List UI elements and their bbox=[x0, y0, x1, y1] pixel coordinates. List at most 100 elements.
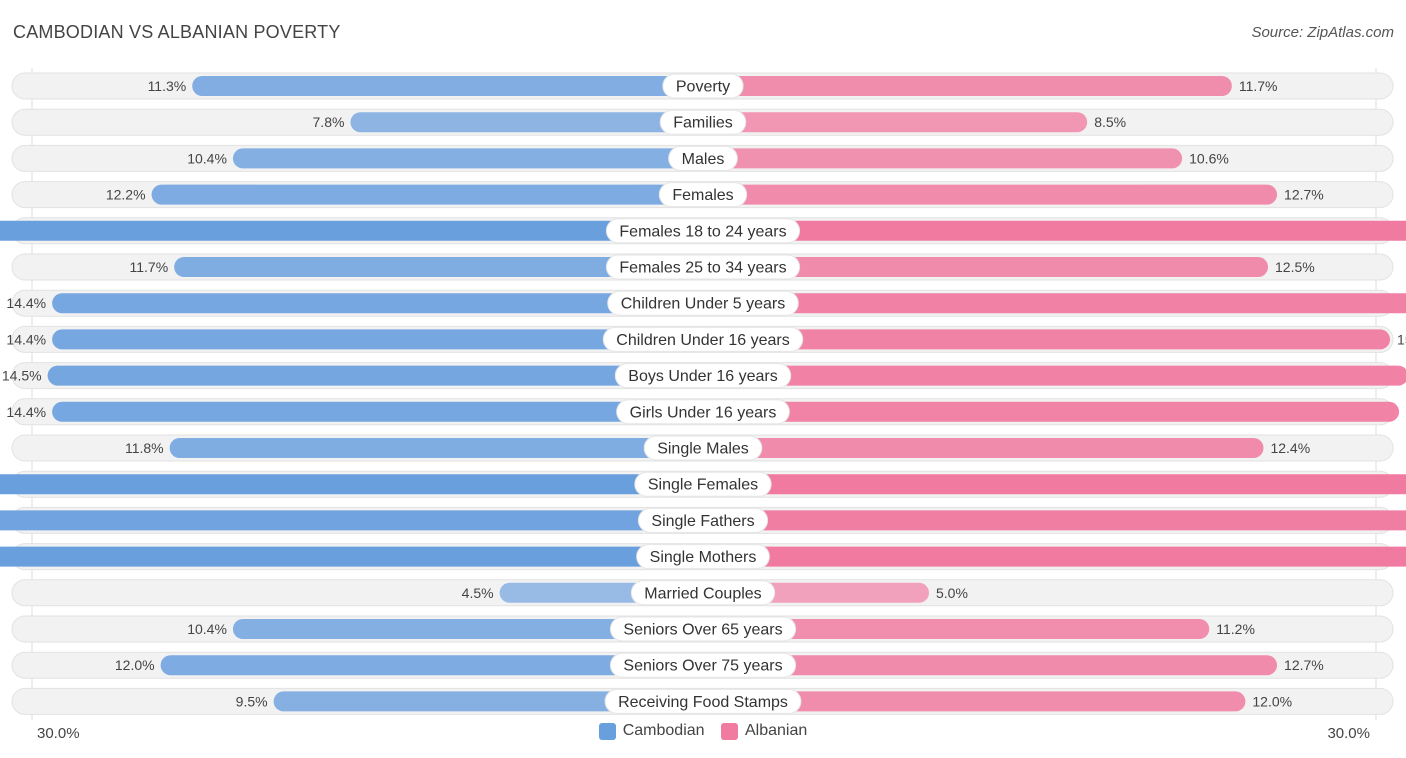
chart-area: 11.3% 11.7% Poverty 7.8% 8.5% Families 10.4% 10… bbox=[0, 68, 1406, 720]
category-label: Single Males bbox=[657, 441, 749, 458]
value-label-albanian: 10.6% bbox=[1189, 150, 1229, 166]
bar-albanian bbox=[703, 184, 1278, 205]
category-pill bbox=[668, 145, 738, 171]
category-pill bbox=[609, 616, 797, 642]
axis-right-label: 30.0% bbox=[1327, 725, 1370, 742]
category-label: Receiving Food Stamps bbox=[618, 694, 788, 711]
legend-label-cambodian: Cambodian bbox=[622, 722, 705, 739]
value-label-cambodian: 12.0% bbox=[115, 657, 155, 673]
category-label: Single Females bbox=[648, 477, 758, 494]
bar-cambodian bbox=[232, 148, 704, 169]
bar-cambodian bbox=[52, 329, 704, 350]
category-pill bbox=[630, 580, 776, 606]
bar-albanian bbox=[703, 76, 1232, 96]
bar-cambodian bbox=[47, 365, 704, 386]
category-label: Females 25 to 34 years bbox=[619, 260, 786, 277]
category-pill bbox=[602, 326, 804, 352]
category-pill bbox=[662, 73, 744, 99]
value-label-cambodian: 14.4% bbox=[6, 295, 46, 311]
bar-albanian bbox=[703, 329, 1391, 350]
bar-albanian bbox=[703, 474, 1406, 495]
legend-item-cambodian[interactable]: Cambodian bbox=[598, 722, 705, 740]
value-label-cambodian: 9.5% bbox=[236, 693, 268, 709]
value-label-cambodian: 11.3% bbox=[148, 78, 187, 94]
value-label-albanian: 12.0% bbox=[1252, 693, 1292, 709]
legend-label-albanian: Albanian bbox=[745, 722, 808, 739]
value-label-albanian: 11.7% bbox=[1239, 78, 1278, 94]
value-label-cambodian: 12.2% bbox=[106, 187, 146, 203]
category-pill bbox=[605, 218, 801, 244]
value-label-cambodian: 14.4% bbox=[6, 331, 46, 347]
category-pill bbox=[604, 688, 802, 714]
value-label-albanian: 15.2% bbox=[1397, 331, 1406, 347]
chart-source: Source: ZipAtlas.com bbox=[1251, 24, 1394, 41]
category-label: Seniors Over 75 years bbox=[623, 658, 782, 675]
legend: Cambodian Albanian bbox=[0, 722, 1406, 745]
chart-title: CAMBODIAN VS ALBANIAN POVERTY bbox=[13, 22, 341, 42]
category-label: Boys Under 16 years bbox=[628, 368, 777, 385]
bar-albanian bbox=[703, 148, 1183, 169]
category-label: Poverty bbox=[676, 79, 730, 96]
bar-albanian bbox=[703, 546, 1406, 567]
legend-swatch-cambodian bbox=[598, 722, 616, 740]
legend-item-albanian[interactable]: Albanian bbox=[721, 722, 807, 740]
category-label: Seniors Over 65 years bbox=[623, 622, 782, 639]
category-pill bbox=[659, 109, 747, 135]
bar-albanian bbox=[703, 220, 1406, 241]
value-label-albanian: 5.0% bbox=[936, 585, 968, 601]
bar-cambodian bbox=[169, 438, 703, 458]
bar-cambodian bbox=[0, 474, 703, 495]
category-pill bbox=[636, 544, 770, 570]
category-label: Males bbox=[682, 151, 725, 168]
value-label-cambodian: 10.4% bbox=[187, 621, 227, 637]
value-label-cambodian: 4.5% bbox=[462, 585, 494, 601]
category-pill bbox=[634, 471, 772, 497]
value-label-cambodian: 10.4% bbox=[187, 150, 227, 166]
bar-cambodian bbox=[0, 546, 703, 567]
category-pill bbox=[614, 363, 792, 389]
bar-albanian bbox=[703, 401, 1400, 422]
value-label-cambodian: 14.4% bbox=[6, 404, 46, 420]
category-pill bbox=[607, 290, 799, 316]
value-label-cambodian: 14.5% bbox=[2, 368, 42, 384]
axis-left-label: 30.0% bbox=[37, 725, 80, 742]
bar-cambodian bbox=[232, 619, 704, 639]
value-label-albanian: 12.4% bbox=[1270, 440, 1310, 456]
category-pill bbox=[616, 399, 790, 425]
value-label-cambodian: 7.8% bbox=[313, 114, 345, 130]
category-label: Single Mothers bbox=[650, 549, 757, 566]
value-label-albanian: 11.2% bbox=[1216, 621, 1255, 637]
bar-cambodian bbox=[192, 76, 704, 96]
category-label: Females bbox=[672, 187, 733, 204]
category-label: Children Under 5 years bbox=[621, 296, 786, 313]
bar-cambodian bbox=[52, 401, 704, 422]
category-label: Single Fathers bbox=[651, 513, 754, 530]
category-pill bbox=[637, 507, 769, 533]
bar-cambodian bbox=[174, 257, 703, 277]
legend-swatch-albanian bbox=[721, 722, 738, 740]
bar-albanian bbox=[703, 510, 1406, 531]
bar-cambodian bbox=[52, 293, 704, 314]
category-label: Married Couples bbox=[644, 585, 761, 602]
bar-cambodian bbox=[0, 220, 703, 241]
category-label: Children Under 16 years bbox=[616, 332, 789, 349]
value-label-albanian: 12.7% bbox=[1284, 657, 1324, 673]
bar-albanian bbox=[703, 438, 1264, 458]
bar-albanian bbox=[703, 112, 1088, 133]
bar-albanian bbox=[703, 691, 1246, 712]
bar-cambodian bbox=[273, 691, 703, 712]
category-label: Families bbox=[673, 115, 733, 132]
category-label: Females 18 to 24 years bbox=[619, 223, 786, 240]
bar-albanian bbox=[703, 365, 1406, 386]
bar-albanian bbox=[703, 293, 1406, 314]
value-label-albanian: 8.5% bbox=[1094, 114, 1126, 130]
category-pill bbox=[643, 435, 763, 461]
value-label-cambodian: 11.8% bbox=[125, 440, 164, 456]
category-label: Girls Under 16 years bbox=[630, 404, 777, 421]
value-label-cambodian: 11.7% bbox=[129, 259, 168, 275]
bar-cambodian bbox=[151, 184, 703, 205]
category-pill bbox=[609, 652, 797, 678]
value-label-albanian: 12.7% bbox=[1284, 187, 1324, 203]
bar-cambodian bbox=[160, 655, 704, 676]
bar-albanian bbox=[703, 257, 1268, 277]
